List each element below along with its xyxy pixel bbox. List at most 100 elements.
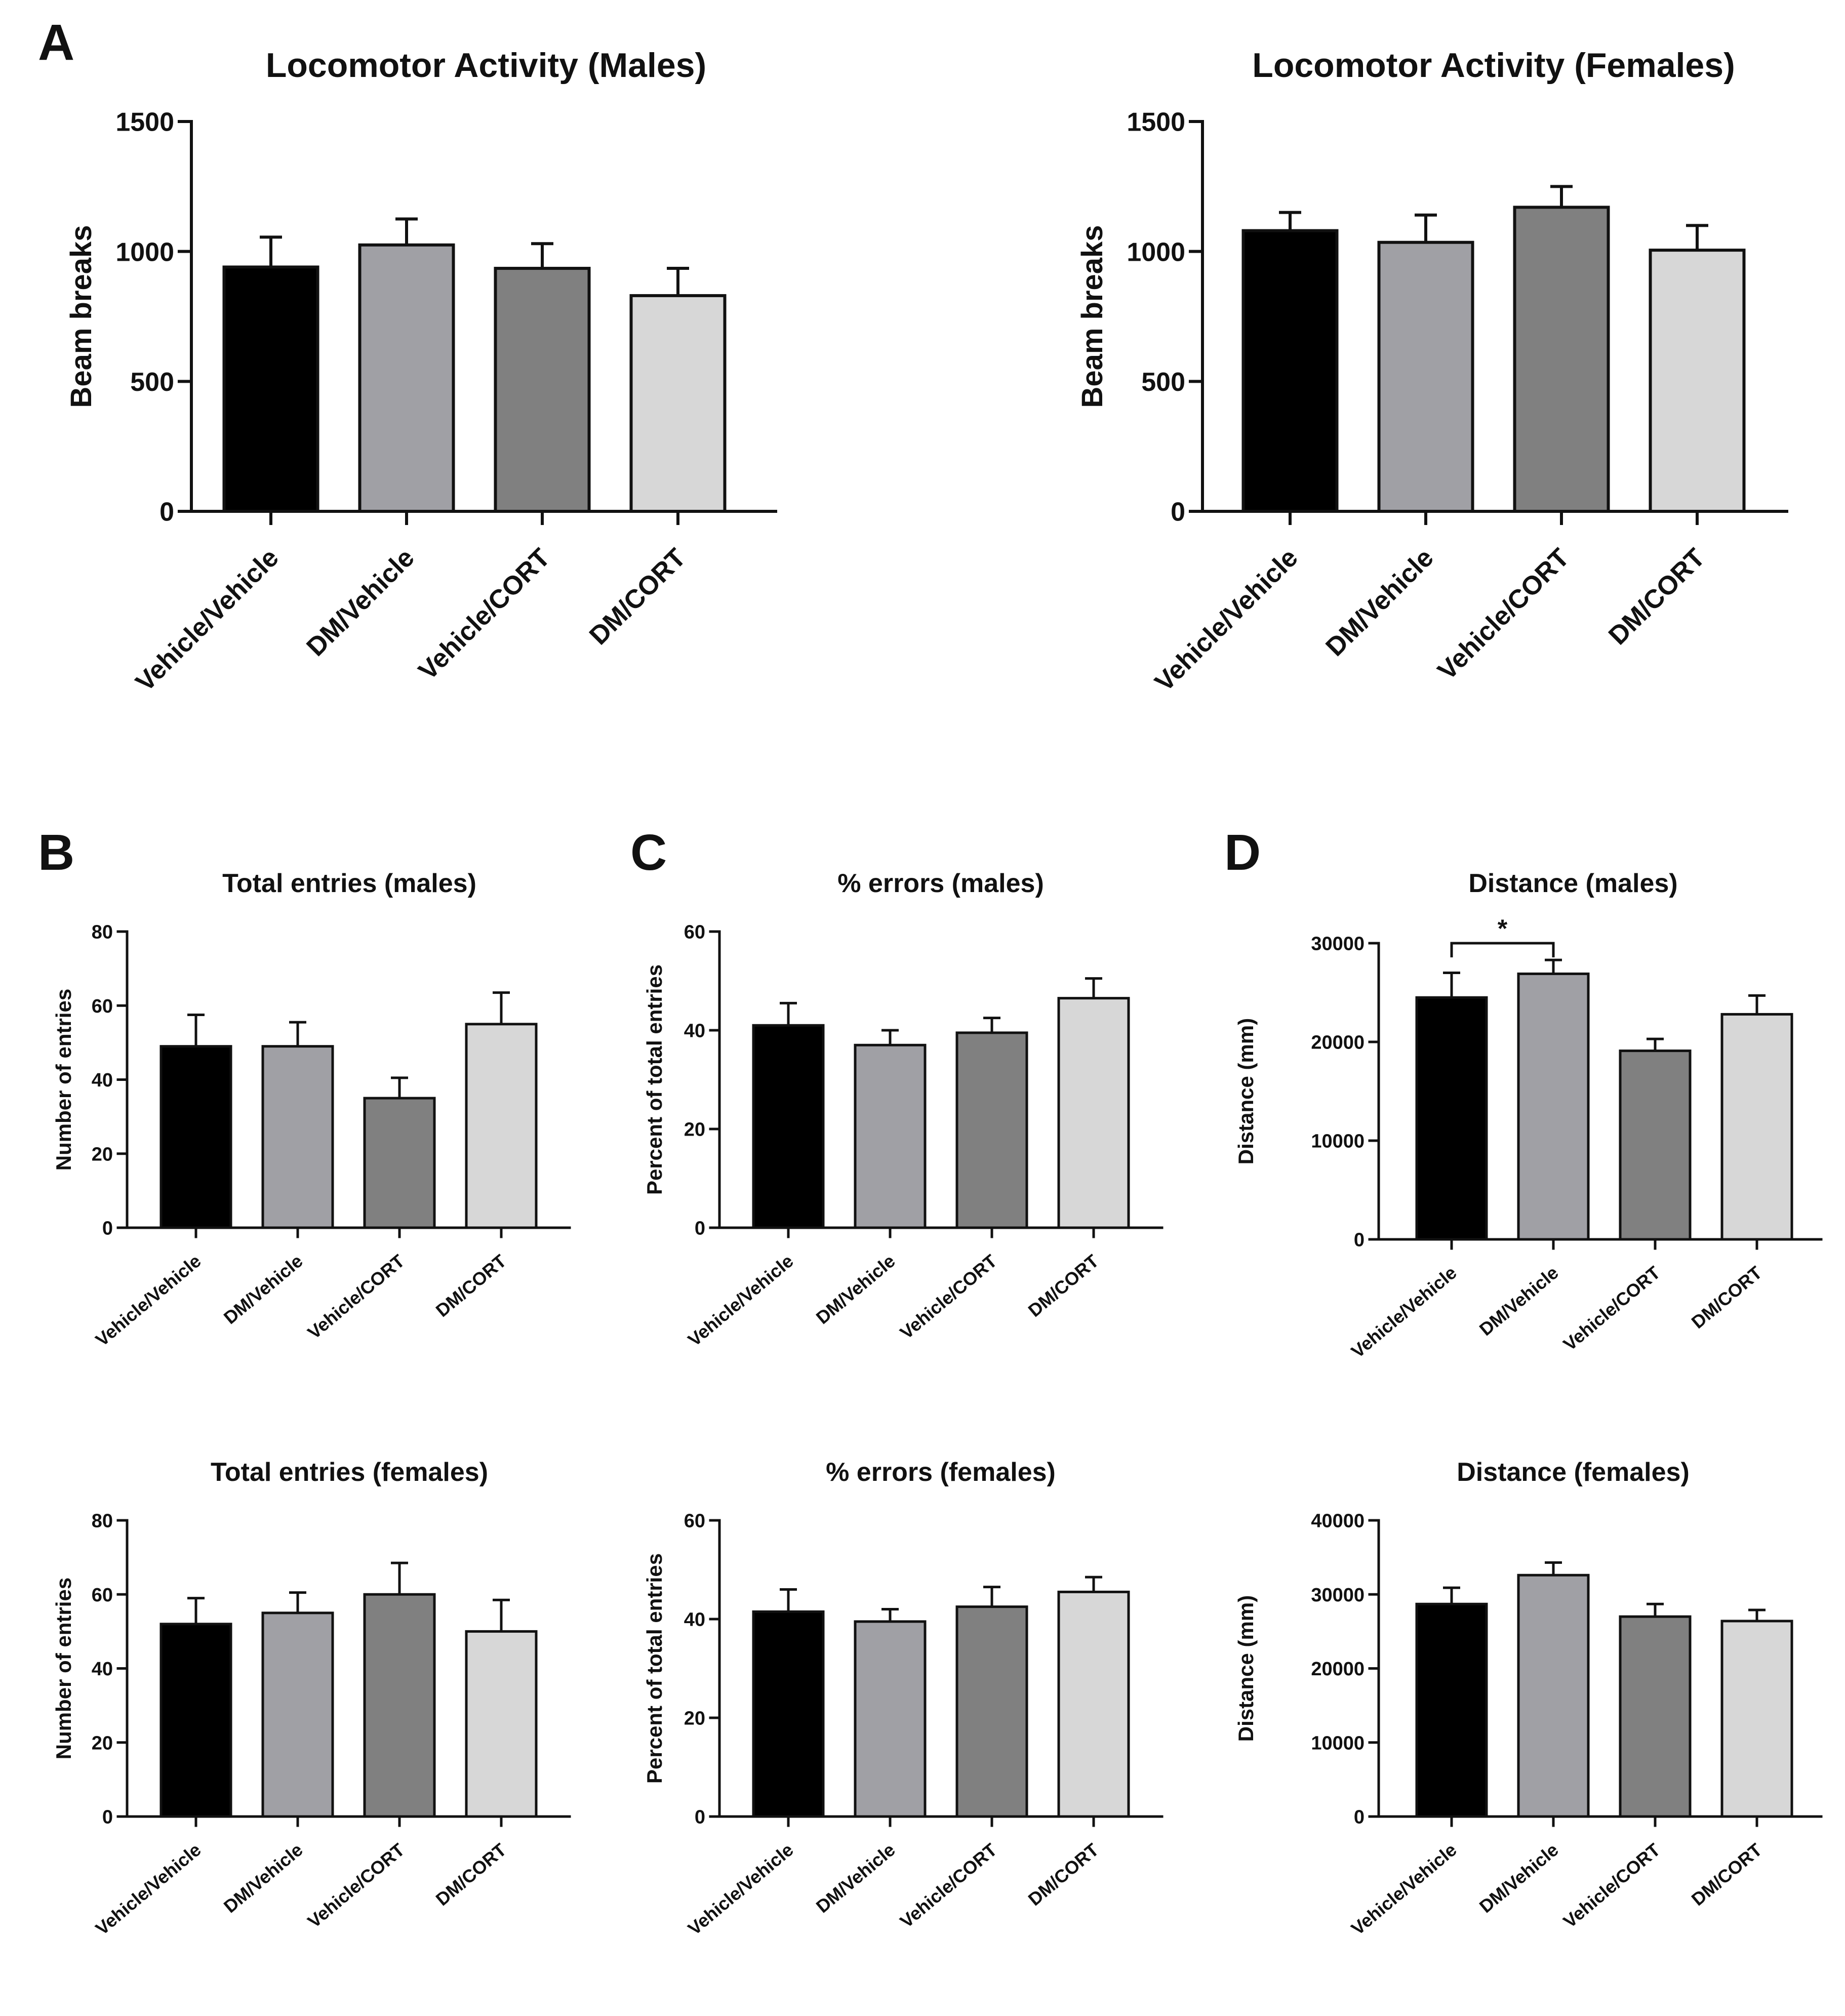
bar-1 (222, 265, 319, 513)
chart-B_females: Total entries (females) Number of entries… (52, 1458, 571, 1939)
chart-title: Distance (females) (1457, 1458, 1690, 1487)
x-category-label: DM/Vehicle (220, 1251, 307, 1328)
chart-D_females: Distance (females) Distance (mm) 0 10000 200… (1234, 1458, 1823, 1939)
y-tick-label: 0 (1171, 498, 1185, 527)
y-axis-title: Beam breaks (65, 225, 98, 408)
bar-3 (955, 1605, 1028, 1818)
y-axis-title: Percent of total entries (643, 964, 666, 1195)
y-tick-label: 0 (695, 1807, 705, 1828)
x-category-label: DM/Vehicle (301, 543, 420, 662)
y-tick-label: 40 (684, 1021, 705, 1042)
x-category-label: Vehicle/Vehicle (1347, 1262, 1461, 1362)
x-category-label: DM/Vehicle (1320, 543, 1439, 662)
x-category-label: Vehicle/Vehicle (92, 1839, 205, 1939)
bar-2 (1377, 240, 1474, 513)
x-category-label: Vehicle/Vehicle (684, 1839, 797, 1939)
y-axis-title: Percent of total entries (643, 1553, 666, 1784)
x-category-label: DM/Vehicle (220, 1839, 307, 1917)
bar-3 (1513, 206, 1610, 513)
y-tick-label: 500 (130, 368, 174, 397)
y-tick-label: 40 (92, 1070, 113, 1091)
chart-D_males: Distance (males) Distance (mm) 0 10000 20000… (1234, 869, 1823, 1362)
bar-3 (1619, 1050, 1692, 1241)
bar-4 (465, 1023, 538, 1229)
y-tick-label: 20 (92, 1144, 113, 1165)
y-tick-label: 500 (1141, 368, 1185, 397)
x-category-label: DM/Vehicle (812, 1251, 899, 1328)
y-tick-label: 60 (92, 996, 113, 1017)
bar-4 (1720, 1013, 1793, 1241)
y-tick-label: 40 (684, 1609, 705, 1631)
panel-letter-b: B (38, 824, 74, 881)
y-tick-label: 20 (92, 1732, 113, 1754)
bar-1 (752, 1024, 825, 1229)
y-tick-label: 60 (92, 1585, 113, 1606)
y-axis-title: Number of entries (52, 989, 75, 1171)
bar-1 (752, 1610, 825, 1818)
chart-title: Locomotor Activity (Females) (1252, 46, 1735, 85)
x-category-label: Vehicle/CORT (1559, 1262, 1664, 1355)
bar-2 (261, 1611, 334, 1818)
y-tick-label: 30000 (1311, 1585, 1365, 1606)
bar-2 (854, 1620, 927, 1818)
x-category-label: Vehicle/Vehicle (92, 1251, 205, 1350)
y-tick-label: 10000 (1311, 1131, 1365, 1152)
y-tick-label: 20 (684, 1708, 705, 1729)
y-tick-label: 80 (92, 1511, 113, 1532)
y-tick-label: 1500 (1127, 108, 1185, 137)
bar-2 (358, 243, 455, 513)
y-tick-label: 20000 (1311, 1659, 1365, 1680)
x-category-label: DM/CORT (584, 543, 692, 651)
bar-2 (261, 1045, 334, 1229)
panel-letter-d: D (1224, 824, 1261, 881)
x-category-label: DM/Vehicle (1475, 1839, 1562, 1917)
bar-3 (494, 267, 591, 513)
bar-4 (629, 294, 727, 513)
x-category-label: DM/CORT (432, 1251, 510, 1321)
bar-1 (1415, 1602, 1488, 1818)
chart-title: Distance (males) (1468, 869, 1677, 898)
bar-3 (955, 1031, 1028, 1229)
chart-C_males: % errors (males) Percent of total entries… (643, 869, 1164, 1350)
bar-2 (854, 1043, 927, 1229)
y-axis-title: Beam breaks (1076, 225, 1109, 408)
chart-title: Total entries (males) (222, 869, 476, 898)
chart-title: Locomotor Activity (Males) (266, 46, 706, 85)
chart-title: % errors (females) (826, 1458, 1056, 1487)
y-axis-title: Number of entries (52, 1578, 75, 1759)
x-category-label: DM/CORT (432, 1839, 510, 1910)
x-category-label: DM/CORT (1024, 1839, 1103, 1910)
y-tick-label: 0 (1354, 1230, 1365, 1251)
chart-title: Total entries (females) (211, 1458, 488, 1487)
y-tick-label: 1000 (115, 237, 174, 267)
y-tick-label: 0 (159, 498, 174, 527)
y-tick-label: 1000 (1127, 237, 1185, 267)
panel-letter-c: C (630, 824, 667, 881)
y-tick-label: 0 (1354, 1807, 1365, 1828)
x-category-label: DM/CORT (1688, 1839, 1766, 1910)
y-tick-label: 10000 (1311, 1732, 1365, 1754)
bar-1 (159, 1045, 232, 1229)
panel-letter-a: A (38, 14, 74, 71)
chart-A_females: Locomotor Activity (Females) Beam breaks 0… (1076, 46, 1788, 697)
x-category-label: Vehicle/CORT (896, 1839, 1001, 1932)
x-category-label: Vehicle/CORT (304, 1251, 409, 1343)
x-category-label: DM/CORT (1688, 1262, 1766, 1333)
significance-bracket (1450, 942, 1555, 957)
bar-2 (1517, 1574, 1590, 1818)
y-tick-label: 1500 (115, 108, 174, 137)
chart-B_males: Total entries (males) Number of entries 0 2… (52, 869, 571, 1350)
y-axis-title: Distance (mm) (1234, 1595, 1258, 1742)
bar-1 (159, 1623, 232, 1818)
chart-A_males: Locomotor Activity (Males) Beam breaks 0 50… (65, 46, 777, 697)
y-tick-label: 0 (102, 1218, 113, 1239)
x-category-label: DM/CORT (1603, 543, 1711, 651)
bar-4 (1720, 1620, 1793, 1818)
x-category-label: DM/Vehicle (1475, 1262, 1562, 1340)
y-tick-label: 80 (92, 922, 113, 943)
bar-1 (1415, 996, 1488, 1241)
y-tick-label: 60 (684, 922, 705, 943)
x-category-label: Vehicle/CORT (413, 543, 556, 686)
x-category-label: Vehicle/CORT (304, 1839, 409, 1932)
